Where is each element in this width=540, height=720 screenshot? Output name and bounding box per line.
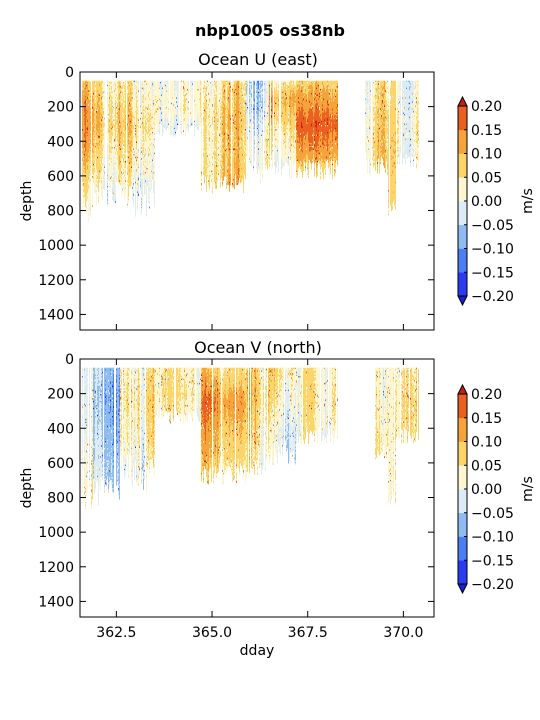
velocity-cell [109, 187, 110, 189]
velocity-cell [102, 198, 103, 200]
velocity-cell [101, 194, 102, 196]
panel-u-title: Ocean U (east) [198, 50, 318, 69]
velocity-cell [113, 200, 114, 202]
velocity-cell [114, 201, 115, 203]
panel-u-ylabel: depth [19, 181, 35, 222]
velocity-cell [99, 180, 100, 182]
velocity-cell [104, 189, 105, 191]
velocity-cell [96, 204, 97, 206]
figure-title: nbp1005 os38nb [195, 21, 345, 40]
velocity-cell [110, 186, 111, 188]
velocity-cell [119, 182, 120, 184]
velocity-cell [88, 221, 89, 223]
velocity-cell [89, 214, 90, 216]
velocity-cell [100, 183, 101, 185]
velocity-cell [107, 204, 108, 206]
velocity-cell [90, 216, 91, 218]
velocity-cell [94, 190, 95, 192]
velocity-cell [120, 183, 121, 185]
velocity-cell [111, 180, 112, 182]
velocity-cell [103, 187, 104, 189]
velocity-cell [118, 183, 119, 185]
velocity-cell [115, 201, 116, 203]
velocity-cell [116, 180, 117, 182]
velocity-cell [82, 214, 83, 216]
velocity-cell [86, 212, 87, 214]
velocity-cell [117, 180, 118, 182]
velocity-cell [92, 205, 93, 207]
velocity-cell [93, 180, 94, 182]
velocity-cell [84, 197, 85, 199]
velocity-cell [87, 198, 88, 200]
velocity-cell [98, 201, 99, 203]
velocity-cell [108, 179, 109, 181]
velocity-cell [83, 205, 84, 207]
velocity-cell [97, 186, 98, 188]
velocity-cell [112, 198, 113, 200]
velocity-cell [85, 205, 86, 207]
velocity-cell [95, 192, 96, 194]
